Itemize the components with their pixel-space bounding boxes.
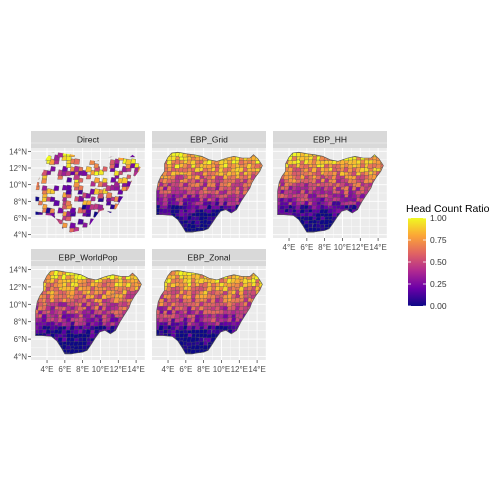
x-tick-label: 14°E — [127, 365, 144, 374]
map-panel: EBP_WorldPop 14°N 12°N 10°N 8°N 6°N 4°N 4°E 6°E 8… — [9, 249, 146, 374]
y-tick-label: 14°N — [9, 265, 27, 274]
legend: Head Count Ratio 1.00 0.75 0.50 0.25 0.00 — [406, 203, 490, 311]
x-tick-label: 10°E — [213, 365, 230, 374]
legend-colorbar — [408, 218, 426, 306]
x-tick-label: 6°E — [179, 365, 192, 374]
panel-strip — [152, 249, 266, 266]
y-tick-label: 6°N — [14, 214, 28, 223]
x-tick-label: 4°E — [162, 365, 175, 374]
y-tick-label: 10°N — [9, 300, 27, 309]
y-tick-label: 8°N — [14, 197, 28, 206]
x-tick-label: 14°E — [369, 243, 386, 252]
y-tick-label: 12°N — [9, 283, 27, 292]
x-tick-label: 4°E — [41, 365, 54, 374]
x-tick-label: 8°E — [318, 243, 331, 252]
panel-title: EBP_Zonal — [188, 253, 231, 263]
panel-title: EBP_WorldPop — [59, 253, 118, 263]
x-tick-label: 6°E — [58, 365, 71, 374]
y-tick-label: 14°N — [9, 147, 27, 156]
panel-strip — [273, 131, 387, 148]
panel-strip — [152, 131, 266, 148]
y-tick-label: 10°N — [9, 181, 27, 190]
legend-title: Head Count Ratio — [406, 203, 490, 215]
x-tick-label: 10°E — [334, 243, 351, 252]
y-tick-label: 6°N — [14, 335, 28, 344]
legend-tick-label: 1.00 — [430, 213, 447, 223]
x-tick-label: 12°E — [352, 243, 369, 252]
x-tick-label: 14°E — [248, 365, 265, 374]
map-panel: EBP_Zonal 4°E 6°E 8°E 10°E 12°E 14°E — [152, 249, 267, 374]
legend-tick-label: 0.75 — [430, 235, 447, 245]
legend-tick-label: 0.50 — [430, 257, 447, 267]
y-tick-label: 4°N — [14, 353, 28, 362]
x-tick-label: 12°E — [231, 365, 248, 374]
x-tick-label: 8°E — [197, 365, 210, 374]
panel-title: EBP_Grid — [190, 135, 228, 145]
map-panel: EBP_HH 4°E 6°E 8°E 10°E 12°E 14°E — [273, 131, 388, 252]
y-tick-label: 4°N — [14, 231, 28, 240]
x-tick-label: 10°E — [92, 365, 109, 374]
x-tick-label: 8°E — [76, 365, 89, 374]
map-panel: EBP_Grid — [152, 131, 267, 238]
x-tick-label: 6°E — [300, 243, 313, 252]
y-tick-label: 8°N — [14, 318, 28, 327]
legend-tick-label: 0.25 — [430, 279, 447, 289]
map-panel: Direct 14°N 12°N 10°N 8°N 6°N 4°N — [9, 131, 146, 240]
legend-tick-label: 0.00 — [430, 301, 447, 311]
panel-strip — [31, 131, 145, 148]
panel-title: Direct — [77, 135, 100, 145]
x-tick-label: 4°E — [283, 243, 296, 252]
panel-title: EBP_HH — [313, 135, 347, 145]
x-tick-label: 12°E — [110, 365, 127, 374]
y-tick-label: 12°N — [9, 164, 27, 173]
panel-strip — [31, 249, 145, 266]
